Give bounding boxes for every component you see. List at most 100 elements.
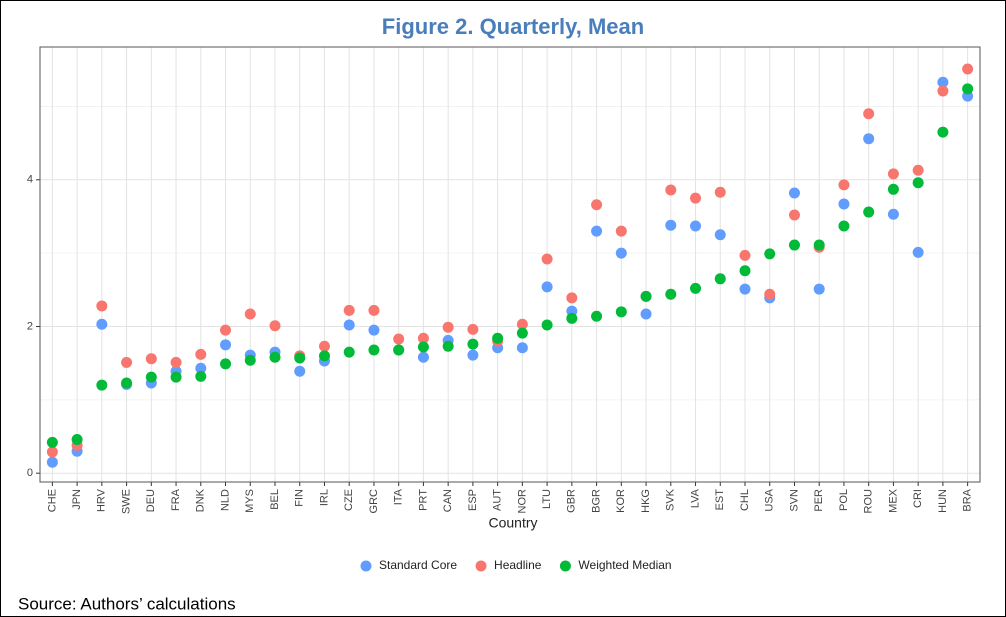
point — [145, 371, 157, 383]
point — [170, 356, 182, 368]
point — [343, 304, 355, 316]
point — [467, 349, 479, 361]
point — [318, 350, 330, 362]
legend-swatch — [475, 560, 487, 572]
point — [195, 362, 207, 374]
point — [962, 63, 974, 75]
x-tick-label: ITA — [393, 488, 405, 505]
point — [467, 323, 479, 335]
x-axis-label: Country — [488, 515, 537, 531]
x-tick-label: NOR — [516, 489, 528, 514]
x-tick-label: HRV — [96, 488, 108, 512]
point — [541, 281, 553, 293]
point — [343, 319, 355, 331]
x-tick-label: BEL — [269, 489, 281, 510]
point — [566, 312, 578, 324]
y-tick-label: 2 — [27, 320, 33, 332]
point — [591, 310, 603, 322]
point — [343, 346, 355, 358]
x-tick-label: CHL — [739, 489, 751, 511]
point — [566, 292, 578, 304]
point — [195, 370, 207, 382]
x-tick-label: HUN — [937, 489, 949, 513]
point — [244, 308, 256, 320]
point — [838, 198, 850, 210]
x-tick-label: BGR — [590, 489, 602, 513]
point — [863, 108, 875, 120]
point — [442, 340, 454, 352]
point — [912, 164, 924, 176]
point — [541, 253, 553, 265]
point — [887, 168, 899, 180]
x-tick-label: JPN — [71, 489, 83, 510]
point — [690, 192, 702, 204]
x-tick-label: SWE — [120, 489, 132, 514]
point — [46, 446, 58, 458]
point — [690, 282, 702, 294]
x-tick-label: FRA — [170, 488, 182, 511]
x-tick-label: IRL — [318, 489, 330, 506]
plot-panel — [39, 46, 981, 483]
point — [516, 342, 528, 354]
point — [714, 273, 726, 285]
point — [739, 265, 751, 277]
point — [863, 206, 875, 218]
point — [170, 371, 182, 383]
plot-border — [39, 46, 981, 483]
point — [121, 377, 133, 389]
x-tick-label: BRA — [962, 488, 974, 511]
point — [541, 319, 553, 331]
point — [962, 83, 974, 95]
x-tick-label: GBR — [566, 489, 578, 513]
point — [912, 246, 924, 258]
point — [220, 358, 232, 370]
point — [269, 351, 281, 363]
point — [788, 239, 800, 251]
point — [640, 308, 652, 320]
point — [640, 290, 652, 302]
x-tick-label: NLD — [219, 489, 231, 511]
x-tick-label: MEX — [887, 488, 899, 513]
x-tick-label: MYS — [244, 489, 256, 513]
point — [887, 183, 899, 195]
point — [937, 85, 949, 97]
point — [516, 318, 528, 330]
point — [417, 351, 429, 363]
point — [368, 344, 380, 356]
point — [294, 365, 306, 377]
x-tick-label: DEU — [145, 489, 157, 512]
point — [195, 348, 207, 360]
chart-title: Figure 2. Quarterly, Mean — [382, 14, 644, 39]
x-tick-label: USA — [764, 488, 776, 511]
x-tick-label: CHE — [46, 489, 58, 512]
point — [788, 209, 800, 221]
x-tick-label: AUT — [492, 489, 504, 511]
point — [96, 300, 108, 312]
point — [417, 332, 429, 344]
point — [417, 341, 429, 353]
point — [838, 220, 850, 232]
point — [393, 344, 405, 356]
x-tick-label: SVN — [788, 489, 800, 512]
x-tick-label: KOR — [615, 489, 627, 513]
point — [912, 177, 924, 189]
x-tick-label: CZE — [343, 489, 355, 511]
legend: Standard Core Headline Weighted Median — [360, 558, 672, 572]
point — [937, 126, 949, 138]
point — [788, 187, 800, 199]
x-tick-label: ESP — [467, 489, 479, 511]
point — [244, 354, 256, 366]
point — [665, 219, 677, 231]
point — [838, 179, 850, 191]
point — [145, 353, 157, 365]
x-tick-label: CRI — [912, 489, 924, 508]
point — [690, 220, 702, 232]
point — [937, 76, 949, 88]
x-tick-label: LTU — [541, 489, 553, 509]
point — [739, 283, 751, 295]
point — [665, 288, 677, 300]
point — [220, 324, 232, 336]
point — [591, 225, 603, 237]
point — [863, 133, 875, 145]
